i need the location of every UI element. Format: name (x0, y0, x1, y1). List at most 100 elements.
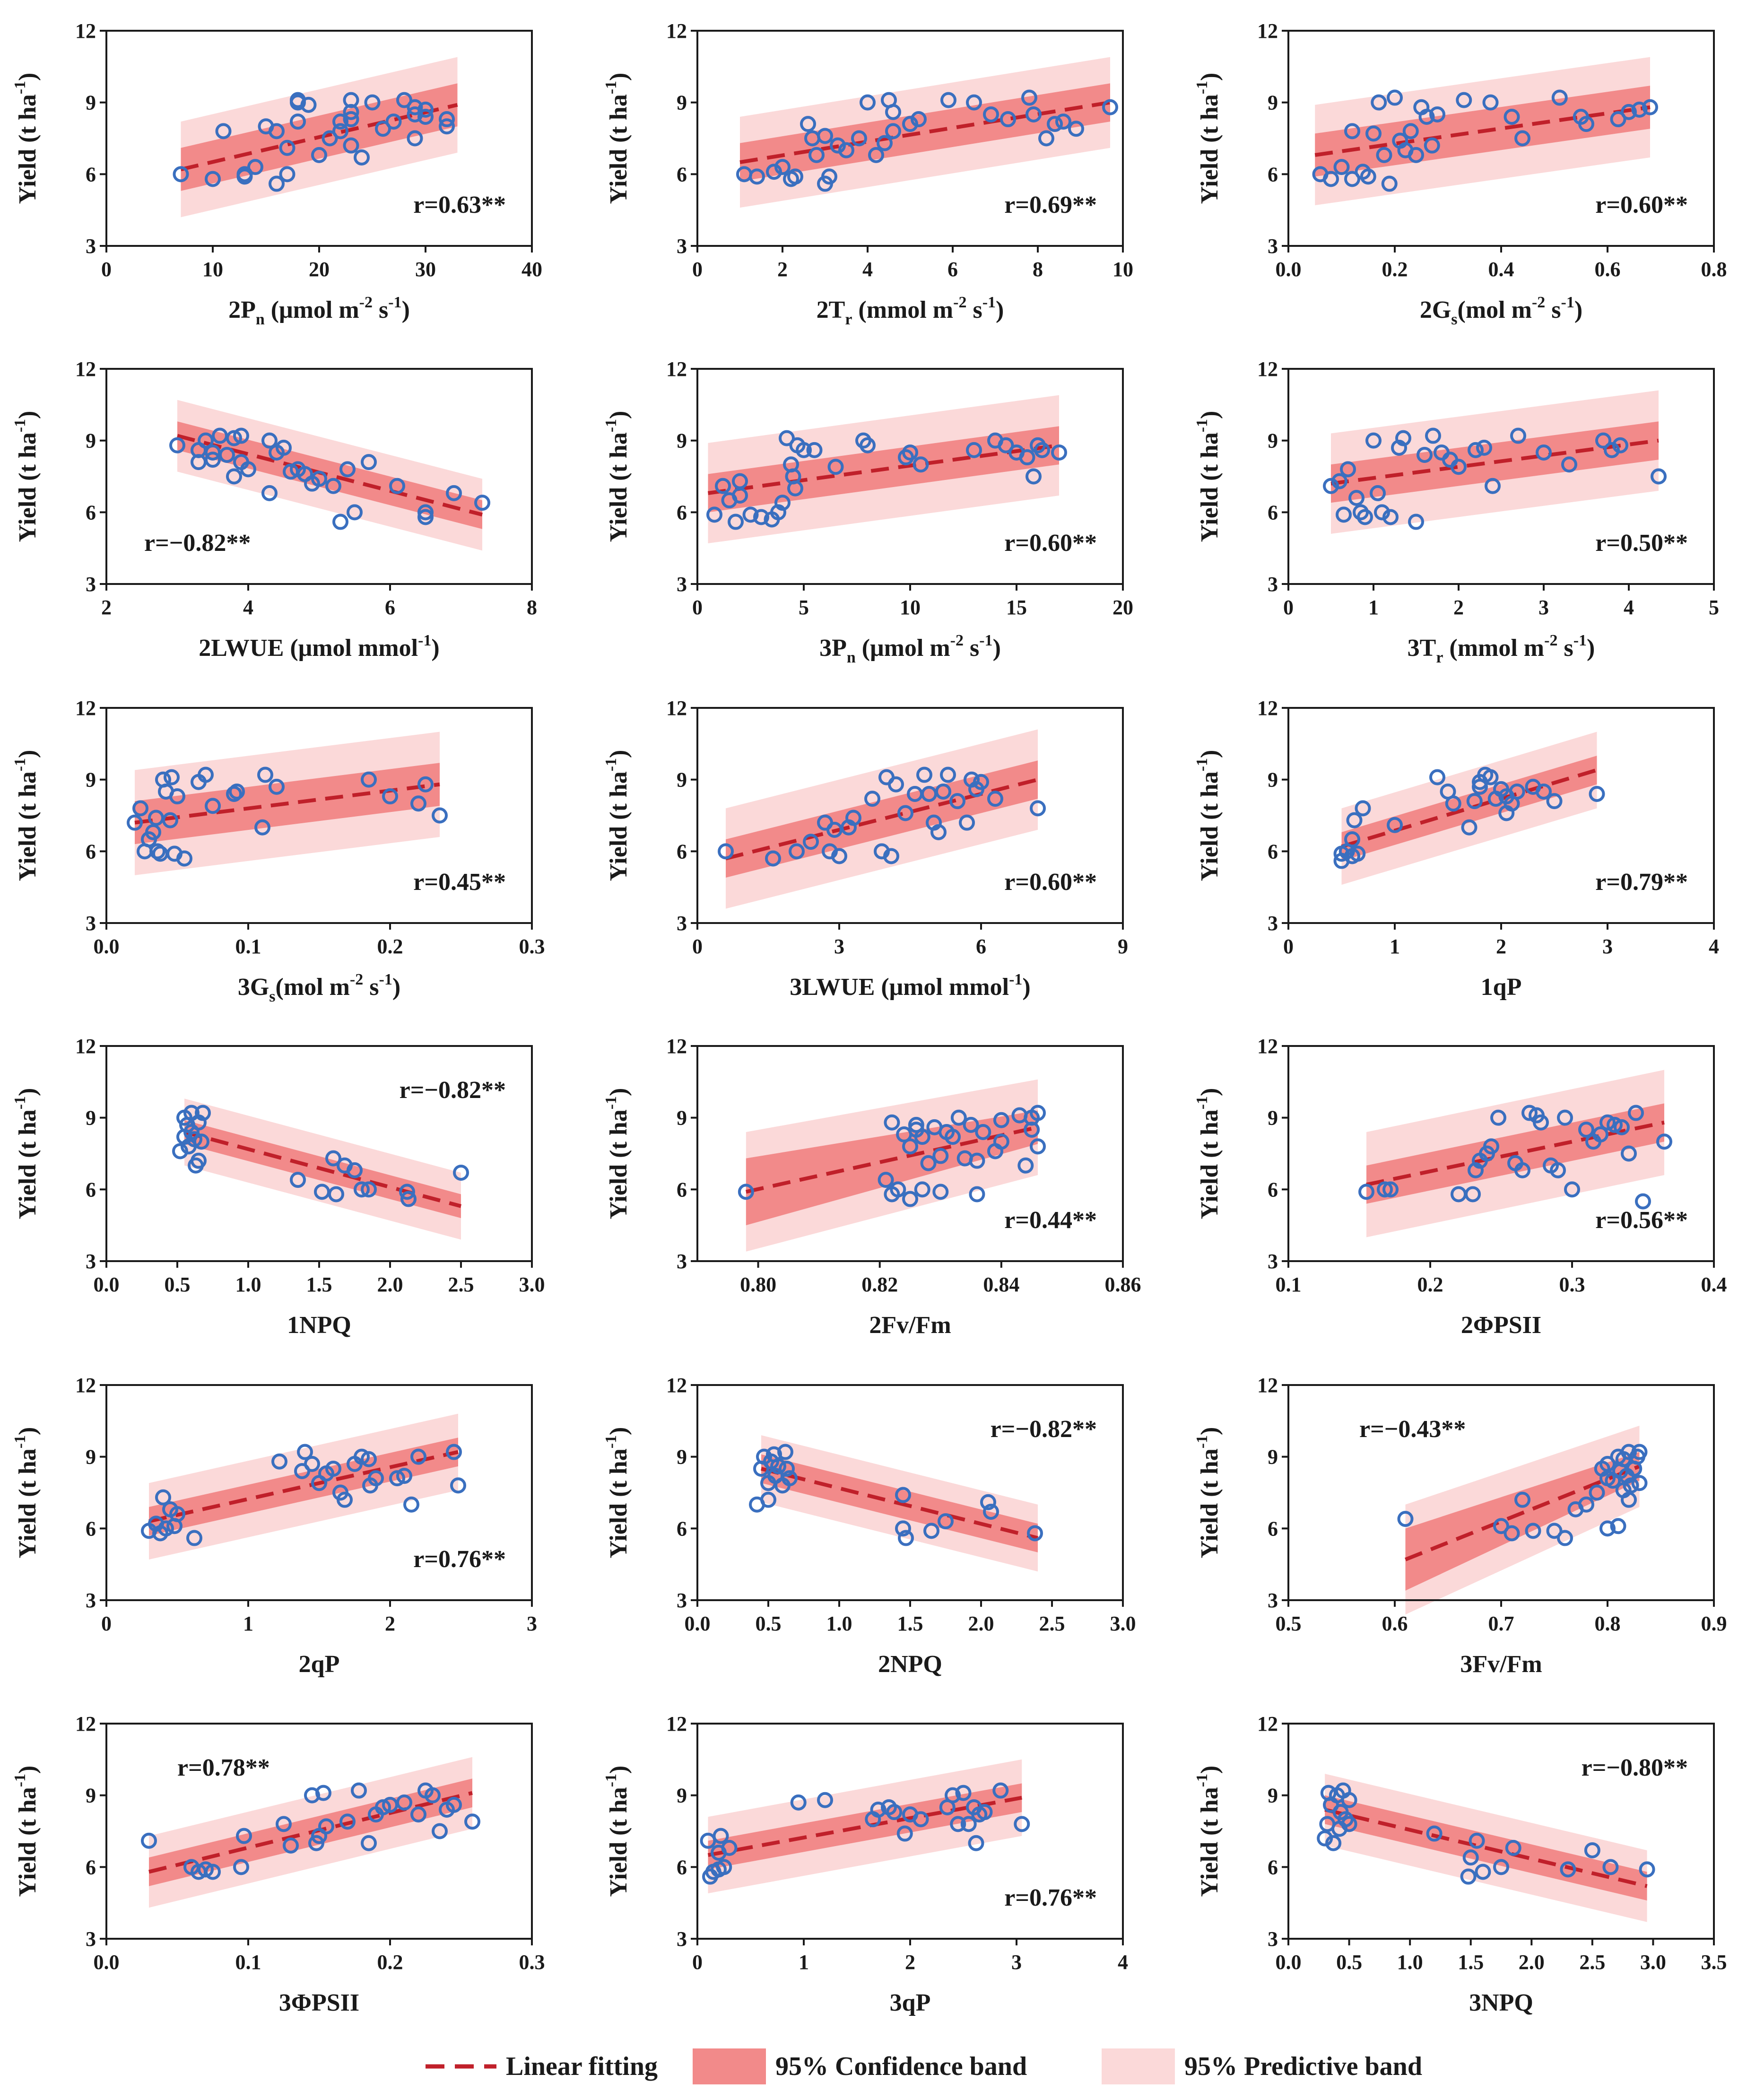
y-axis-title-part: Yield (t ha (605, 1787, 632, 1897)
r-value-label: r=−0.80** (1582, 1754, 1688, 1781)
axes-frame (105, 368, 533, 585)
data-point (432, 807, 448, 824)
x-tick-label: 1.5 (306, 1273, 332, 1296)
x-axis-title-part: n (256, 311, 265, 328)
fit-line (1405, 1464, 1640, 1561)
data-point (790, 1794, 807, 1811)
data-point (902, 1191, 918, 1207)
y-axis-title-part: -1 (602, 1435, 620, 1448)
data-point (1656, 1133, 1672, 1150)
data-point (1465, 1186, 1481, 1202)
confidence-band (746, 1110, 1038, 1226)
legend-predictive-band-swatch (1102, 2048, 1175, 2084)
x-axis-title-part: ) (993, 635, 1001, 662)
y-tick-label: 12 (75, 697, 96, 720)
x-tick-label: 4 (1624, 596, 1634, 619)
data-point (276, 1816, 292, 1832)
y-axis-title-part: Yield (t ha (14, 771, 41, 881)
axes-frame (105, 1723, 533, 1940)
fit-line (1324, 1808, 1648, 1888)
data-point (860, 437, 876, 453)
data-point (1621, 1145, 1637, 1162)
r-value-label: r=0.44** (1004, 1207, 1097, 1234)
x-tick-label: 6 (976, 935, 986, 958)
data-point (913, 1811, 929, 1828)
x-axis-title-part: 2T (817, 296, 845, 323)
data-point (343, 137, 359, 154)
x-tick-label: 1 (1368, 596, 1379, 619)
data-point (789, 843, 805, 860)
data-point (407, 130, 423, 147)
data-point (1536, 444, 1552, 461)
data-point (877, 135, 893, 151)
data-point (803, 834, 819, 850)
x-axis-title-part: 2qP (299, 1651, 340, 1678)
data-point (1377, 1181, 1393, 1198)
confidence-band (149, 1438, 458, 1536)
data-point (198, 432, 214, 449)
data-point (149, 843, 165, 860)
x-tick-label: 4 (243, 596, 253, 619)
y-axis-title: Yield (t ha-1) (11, 1427, 41, 1559)
data-point (1034, 442, 1050, 458)
data-point (1536, 783, 1552, 800)
data-point (911, 111, 927, 128)
x-tick-label: 10 (900, 596, 921, 619)
y-tick-label: 9 (677, 91, 687, 114)
x-axis-title-part: -1 (388, 294, 401, 311)
data-point (945, 1129, 961, 1145)
panel-18: 3 6 9 12 0.0 0.5 1.0 1.5 2.0 2.5 3.0 3.5 3NPQ Yield (… (1193, 1712, 1727, 2016)
x-axis-title-part: ) (402, 296, 410, 323)
y-axis-title-part: -1 (11, 81, 29, 94)
data-point (742, 506, 759, 523)
y-tick-label: 9 (1268, 91, 1278, 114)
data-point (1493, 1859, 1509, 1875)
data-point (219, 447, 235, 463)
x-axis-title-part: 1qP (1481, 974, 1522, 1001)
x-tick-label: 0 (692, 596, 703, 619)
x-tick-label: 0 (1283, 596, 1294, 619)
data-point (1038, 130, 1054, 147)
data-point (1639, 1861, 1655, 1878)
data-point (1030, 1105, 1046, 1121)
data-point (269, 123, 285, 139)
data-point (1560, 1861, 1576, 1878)
y-tick-label: 9 (86, 1446, 96, 1469)
data-point (1365, 125, 1382, 142)
data-point (1510, 427, 1526, 444)
y-axis-title-part: ) (14, 1766, 41, 1774)
x-axis-title-part: -1 (979, 632, 992, 649)
y-axis-title-part: -1 (1193, 758, 1211, 771)
x-tick-label: 0.3 (1559, 1273, 1585, 1296)
y-tick-label: 3 (677, 1589, 687, 1612)
data-point (328, 1186, 344, 1202)
data-point (1391, 439, 1407, 456)
data-point (1468, 442, 1484, 458)
y-axis-title-part: ) (605, 411, 632, 419)
y-axis-title-part: ) (14, 750, 41, 758)
x-axis-title: 2Gs(mol m-2 s-1) (1420, 294, 1582, 328)
data-point (193, 1133, 209, 1150)
y-tick-label: 12 (666, 357, 687, 381)
data-point (1344, 831, 1360, 848)
y-tick-label: 12 (666, 1374, 687, 1397)
y-tick-label: 6 (1268, 163, 1278, 186)
r-value-label: r=−0.82** (400, 1077, 506, 1104)
x-axis-title-part: -2 (950, 632, 964, 649)
data-point (257, 767, 273, 783)
y-axis-title: Yield (t ha-1) (11, 411, 41, 542)
x-tick-label: 0.5 (1336, 1951, 1362, 1974)
data-point (779, 1460, 795, 1477)
data-point (339, 461, 356, 478)
data-point (808, 147, 825, 163)
data-point (1456, 92, 1472, 108)
data-point (191, 1152, 207, 1169)
x-axis-title-part: 2LWUE (μmol mmol (199, 635, 418, 662)
x-tick-label: 5 (799, 596, 809, 619)
data-point (777, 1444, 793, 1460)
data-point (271, 1453, 287, 1470)
panel-12: 3 6 9 12 0.1 0.2 0.3 0.4 2ΦPSII Yield (t ha-1) r=0… (1193, 1035, 1727, 1339)
data-point (164, 769, 180, 785)
data-point (1030, 1138, 1046, 1155)
